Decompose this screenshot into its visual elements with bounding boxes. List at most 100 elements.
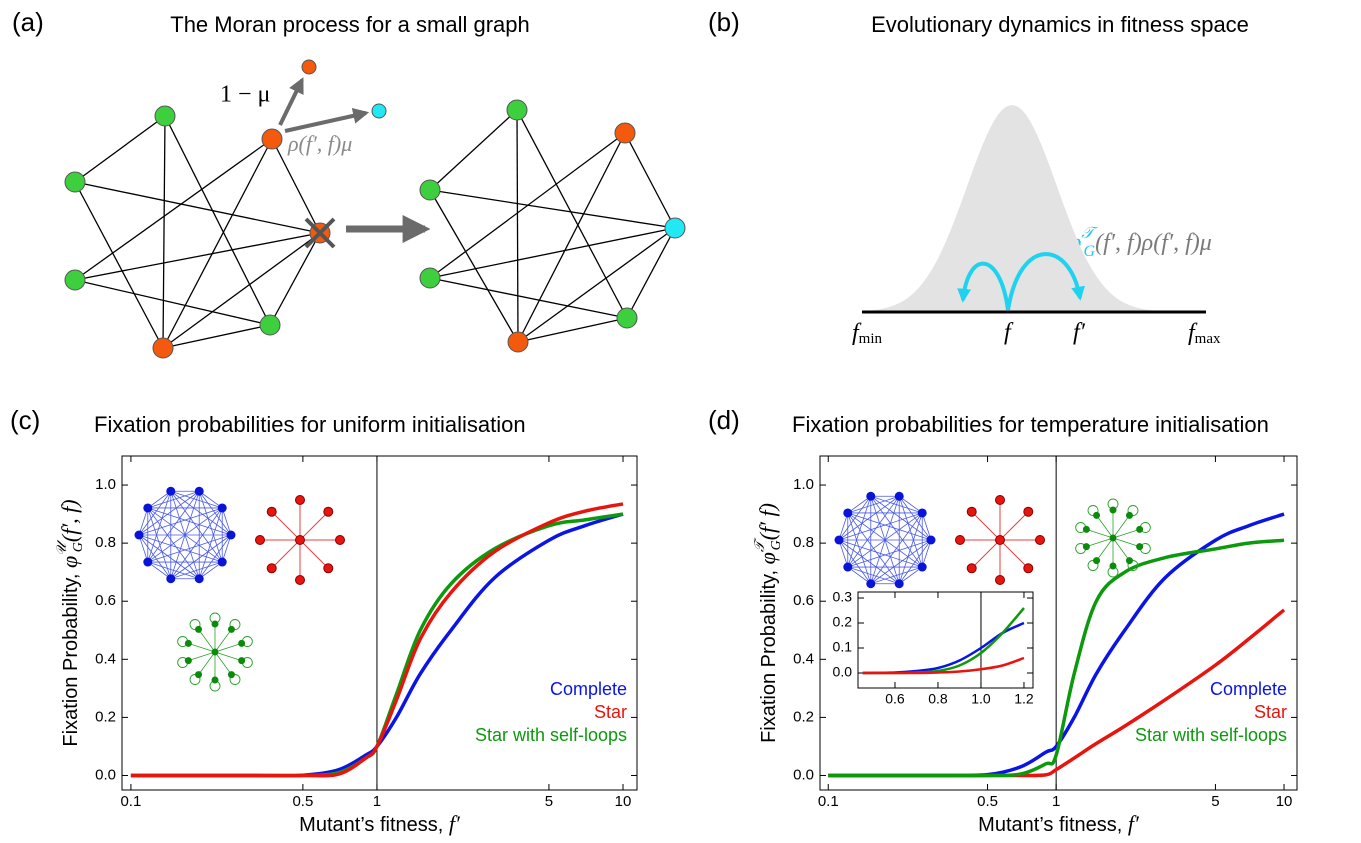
icon-node — [843, 563, 852, 572]
icon-node — [212, 621, 219, 628]
graph-node — [508, 332, 528, 352]
arrow — [280, 80, 302, 125]
axis-label: f′ — [1073, 320, 1086, 346]
icon-node — [296, 496, 305, 505]
x-tick-label: 0.8 — [928, 691, 948, 707]
math: φ — [57, 556, 82, 568]
icon-node — [956, 536, 965, 545]
x-tick-label: 5 — [1211, 793, 1219, 810]
icon-node — [1110, 535, 1117, 542]
math: max — [1195, 331, 1221, 347]
graph-edge — [430, 190, 675, 228]
icon-node — [218, 558, 227, 567]
icon-node — [918, 508, 927, 517]
panel-title: The Moran process for a small graph — [170, 12, 530, 37]
icon-node — [227, 531, 236, 540]
graph-edge — [163, 139, 272, 348]
y-tick-label: 1.0 — [793, 476, 814, 493]
graph-edge — [430, 133, 625, 278]
icon-node — [1110, 507, 1117, 514]
icon-node — [866, 579, 875, 588]
math: (f′ f) — [755, 503, 780, 540]
icon-node — [1083, 526, 1090, 533]
graph-node — [302, 60, 316, 74]
arrow-label: 1 − μ — [220, 82, 270, 108]
graph-node — [372, 104, 386, 118]
icon-node — [324, 507, 333, 516]
x-tick-label: 0.5 — [977, 793, 998, 810]
icon-node — [218, 503, 227, 512]
axis-label: fmax — [1188, 320, 1221, 348]
graph-node — [262, 129, 282, 149]
graph-node — [65, 270, 85, 290]
panel-label: (b) — [708, 7, 740, 37]
icon-node — [228, 626, 235, 633]
icon-node — [996, 576, 1005, 585]
icon-node — [895, 492, 904, 501]
legend-label: Star — [1254, 702, 1287, 722]
icon-node — [143, 503, 152, 512]
graph-edge — [430, 190, 518, 342]
legend-label: Star with self-loops — [475, 725, 627, 745]
x-tick-label: 10 — [615, 793, 632, 810]
icon-node — [238, 640, 245, 647]
icon-node — [967, 564, 976, 573]
y-tick-label: 0.2 — [95, 708, 116, 725]
icon-node — [267, 564, 276, 573]
x-tick-label: 0.1 — [818, 793, 839, 810]
icon-node — [195, 671, 202, 678]
axis-label-text: Fixation Probability, — [758, 564, 780, 743]
legend-label: Star with self-loops — [1135, 725, 1287, 745]
icon-node — [195, 626, 202, 633]
x-tick-label: 1 — [373, 793, 381, 810]
y-tick-label: 0.0 — [793, 766, 814, 783]
graph-node — [420, 180, 440, 200]
math: f′ — [1128, 811, 1140, 836]
icon-node — [143, 558, 152, 567]
graph-edge — [75, 182, 320, 233]
icon-node — [967, 507, 976, 516]
icon-node — [927, 536, 936, 545]
graph-node — [615, 123, 635, 143]
panel-title: Evolutionary dynamics in fitness space — [871, 12, 1249, 37]
x-tick-label: 10 — [1276, 793, 1293, 810]
icon-node — [918, 563, 927, 572]
x-axis-label: Mutant’s fitness, f′ — [299, 811, 461, 836]
x-tick-label: 1.0 — [971, 691, 991, 707]
icon-node — [835, 536, 844, 545]
icon-node — [238, 657, 245, 664]
icon-node — [256, 536, 265, 545]
y-tick-label: 0.3 — [833, 589, 853, 605]
y-tick-label: 0.8 — [95, 534, 116, 551]
math: G — [769, 540, 784, 550]
icon-node — [1136, 526, 1143, 533]
panel-label: (a) — [12, 7, 44, 37]
math: G — [71, 542, 86, 552]
graph-edge — [625, 133, 675, 228]
y-tick-label: 0.4 — [95, 650, 116, 667]
graph-node — [665, 218, 685, 238]
icon-node — [866, 492, 875, 501]
graph-node — [153, 338, 173, 358]
icon-node — [996, 496, 1005, 505]
y-tick-label: 0.4 — [793, 650, 814, 667]
axis-label-text: Mutant’s fitness, — [978, 814, 1128, 836]
icon-node — [195, 574, 204, 583]
panel-label: (c) — [10, 405, 40, 435]
rate-label: φ𝒯G(f′, f)ρ(f′, f)μ — [1068, 225, 1212, 260]
icon-node — [996, 536, 1005, 545]
graph-edge — [75, 233, 320, 280]
axis-label: f — [1004, 320, 1014, 346]
y-tick-label: 0.2 — [833, 614, 853, 630]
graph-edge — [627, 228, 675, 318]
x-tick-label: 5 — [545, 793, 553, 810]
y-tick-label: 0.0 — [95, 766, 116, 783]
icon-node — [1126, 557, 1133, 564]
legend-label: Complete — [1210, 679, 1287, 699]
arrow-label: ρ(f′, f)μ — [287, 131, 352, 156]
icon-node — [228, 671, 235, 678]
x-tick-label: 0.6 — [885, 691, 905, 707]
graph-edge — [270, 233, 320, 325]
icon-node — [336, 536, 345, 545]
icon-node — [1083, 543, 1090, 550]
